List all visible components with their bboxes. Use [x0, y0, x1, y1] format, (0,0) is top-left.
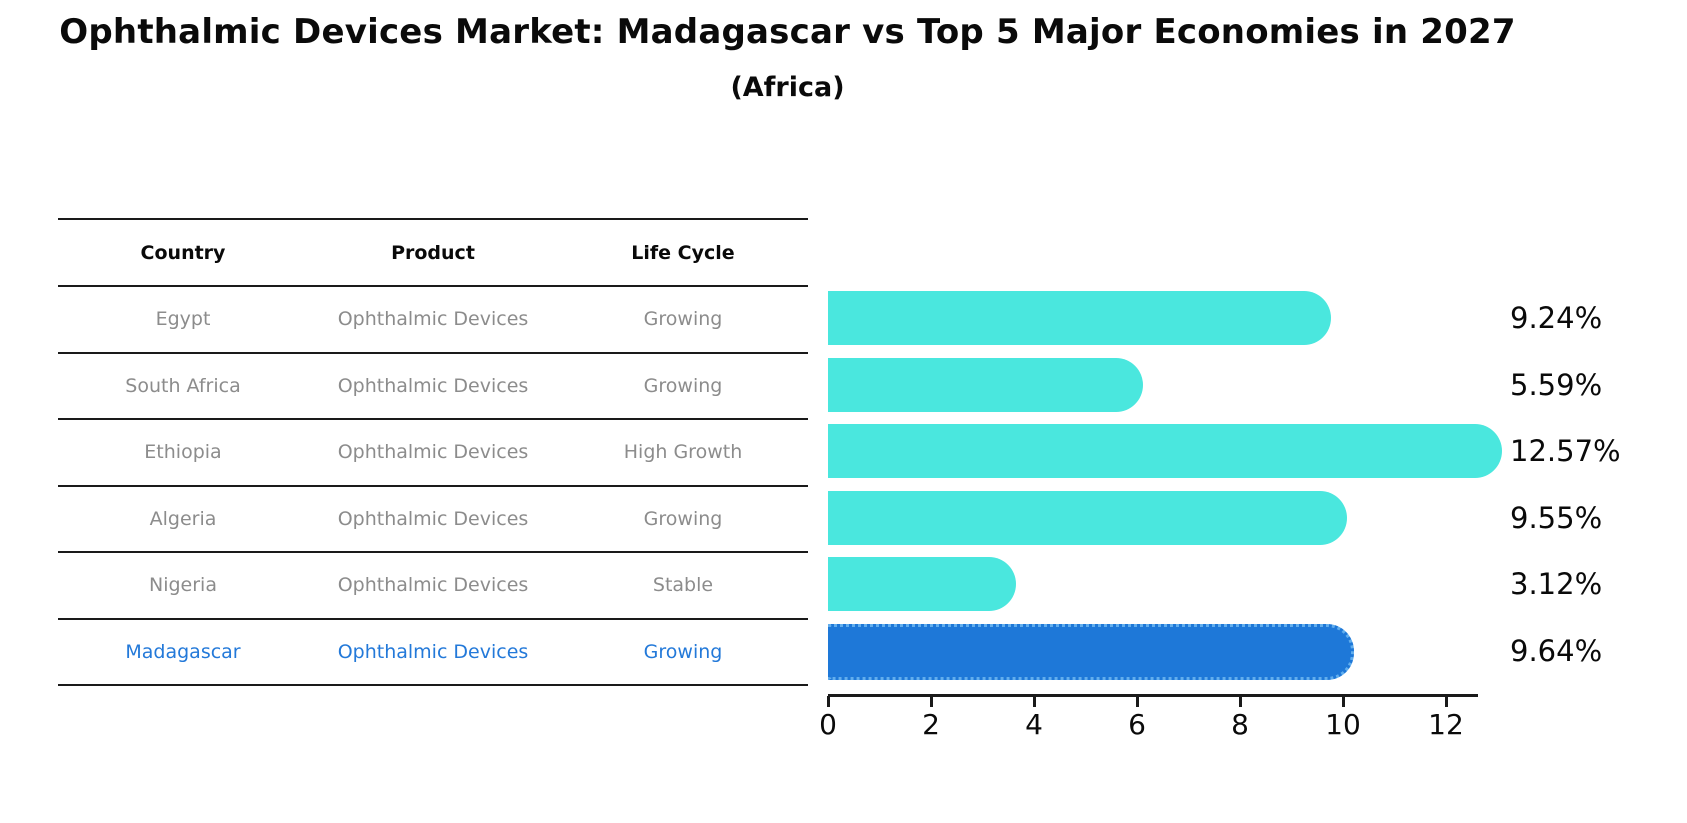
x-axis-tick: [1342, 696, 1345, 707]
x-axis-tick-label: 10: [1325, 708, 1361, 741]
bar-south-africa: [828, 357, 1143, 412]
table-row-algeria: Algeria Ophthalmic Devices Growing: [58, 487, 808, 553]
bar-algeria: [828, 490, 1347, 545]
x-axis-tick: [1033, 696, 1036, 707]
country-cell: Madagascar: [125, 640, 241, 663]
product-cell: Ophthalmic Devices: [337, 308, 529, 331]
product-cell: Ophthalmic Devices: [337, 507, 529, 530]
product-cell: Ophthalmic Devices: [337, 441, 529, 464]
x-axis-line: [828, 694, 1478, 697]
chart-title: Ophthalmic Devices Market: Madagascar vs…: [59, 12, 1516, 52]
country-cell: Algeria: [149, 507, 217, 530]
country-table: Country Product Life Cycle Egypt Ophthal…: [58, 218, 808, 686]
x-axis-tick: [930, 696, 933, 707]
lifecycle-cell: Growing: [643, 308, 723, 331]
lifecycle-cell: Growing: [643, 507, 723, 530]
value-label-ethiopia: 12.57%: [1510, 434, 1621, 468]
x-axis-tick: [1136, 696, 1139, 707]
lifecycle-cell: Stable: [652, 574, 714, 597]
value-label-egypt: 9.24%: [1510, 301, 1603, 335]
x-axis-tick: [1445, 696, 1448, 707]
country-cell: South Africa: [125, 374, 241, 397]
country-cell: Egypt: [155, 308, 211, 331]
lifecycle-cell: Growing: [643, 640, 723, 663]
bar-ethiopia: [828, 424, 1503, 478]
value-label-madagascar: 9.64%: [1510, 633, 1603, 668]
country-cell: Nigeria: [149, 574, 217, 597]
table-row-south-africa: South Africa Ophthalmic Devices Growing: [58, 354, 808, 420]
value-label-nigeria: 3.12%: [1510, 567, 1603, 601]
country-cell: Ethiopia: [144, 441, 222, 464]
x-axis-tick-label: 2: [922, 708, 940, 741]
col-header-lifecycle: Life Cycle: [631, 241, 735, 264]
bar-madagascar-highlighted: [828, 623, 1355, 680]
bar-egypt: [828, 291, 1331, 345]
product-cell: Ophthalmic Devices: [337, 640, 529, 663]
x-axis-tick-label: 8: [1231, 708, 1249, 741]
product-cell: Ophthalmic Devices: [337, 574, 529, 597]
product-cell: Ophthalmic Devices: [337, 374, 529, 397]
table-row-egypt: Egypt Ophthalmic Devices Growing: [58, 287, 808, 354]
table-row-nigeria: Nigeria Ophthalmic Devices Stable: [58, 553, 808, 620]
value-label-algeria: 9.55%: [1510, 500, 1603, 535]
x-axis-tick-label: 0: [819, 708, 837, 741]
chart-subtitle: (Africa): [730, 72, 845, 103]
x-axis-tick-label: 6: [1128, 708, 1146, 741]
bar-nigeria: [828, 557, 1016, 611]
table-row-ethiopia: Ethiopia Ophthalmic Devices High Growth: [58, 420, 808, 487]
x-axis-tick: [1239, 696, 1242, 707]
col-header-country: Country: [140, 241, 226, 264]
x-axis-tick-label: 12: [1428, 708, 1464, 741]
col-header-product: Product: [391, 241, 475, 264]
lifecycle-cell: Growing: [643, 374, 723, 397]
table-header-row: Country Product Life Cycle: [58, 220, 808, 287]
x-axis-tick: [827, 696, 830, 707]
x-axis-tick-label: 4: [1025, 708, 1043, 741]
value-label-south-africa: 5.59%: [1510, 367, 1603, 402]
table-row-madagascar-highlighted: Madagascar Ophthalmic Devices Growing: [58, 620, 808, 686]
lifecycle-cell: High Growth: [623, 441, 743, 464]
